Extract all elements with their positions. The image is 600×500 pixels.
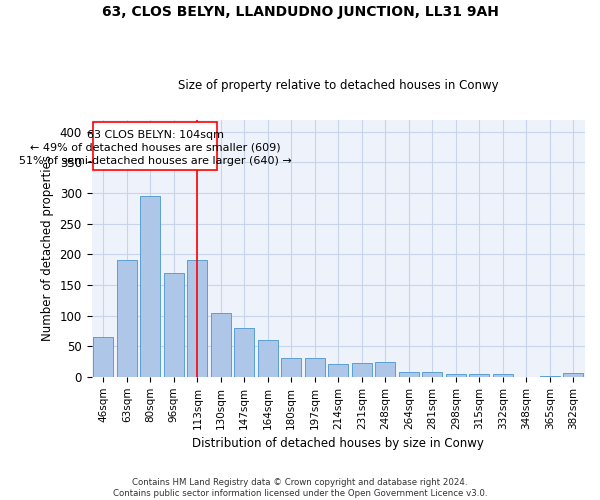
- Bar: [540, 376, 560, 377]
- Text: Contains HM Land Registry data © Crown copyright and database right 2024.
Contai: Contains HM Land Registry data © Crown c…: [113, 478, 487, 498]
- Text: 51% of semi-detached houses are larger (640) →: 51% of semi-detached houses are larger (…: [19, 156, 292, 166]
- Bar: [493, 374, 513, 377]
- Bar: [94, 337, 113, 377]
- Bar: [117, 260, 137, 377]
- Bar: [328, 364, 348, 377]
- Bar: [469, 374, 489, 377]
- Bar: [563, 372, 583, 377]
- Text: 63 CLOS BELYN: 104sqm: 63 CLOS BELYN: 104sqm: [86, 130, 224, 140]
- Bar: [211, 312, 231, 377]
- Title: Size of property relative to detached houses in Conwy: Size of property relative to detached ho…: [178, 79, 499, 92]
- Bar: [164, 272, 184, 377]
- Bar: [376, 362, 395, 377]
- Bar: [235, 328, 254, 377]
- Bar: [140, 196, 160, 377]
- FancyBboxPatch shape: [93, 122, 217, 170]
- Bar: [352, 364, 372, 377]
- Text: 63, CLOS BELYN, LLANDUDNO JUNCTION, LL31 9AH: 63, CLOS BELYN, LLANDUDNO JUNCTION, LL31…: [101, 5, 499, 19]
- Bar: [281, 358, 301, 377]
- Bar: [399, 372, 419, 377]
- Text: ← 49% of detached houses are smaller (609): ← 49% of detached houses are smaller (60…: [30, 143, 280, 153]
- Bar: [446, 374, 466, 377]
- Bar: [258, 340, 278, 377]
- Bar: [305, 358, 325, 377]
- X-axis label: Distribution of detached houses by size in Conwy: Distribution of detached houses by size …: [193, 437, 484, 450]
- Bar: [422, 372, 442, 377]
- Bar: [187, 260, 208, 377]
- Y-axis label: Number of detached properties: Number of detached properties: [41, 155, 54, 341]
